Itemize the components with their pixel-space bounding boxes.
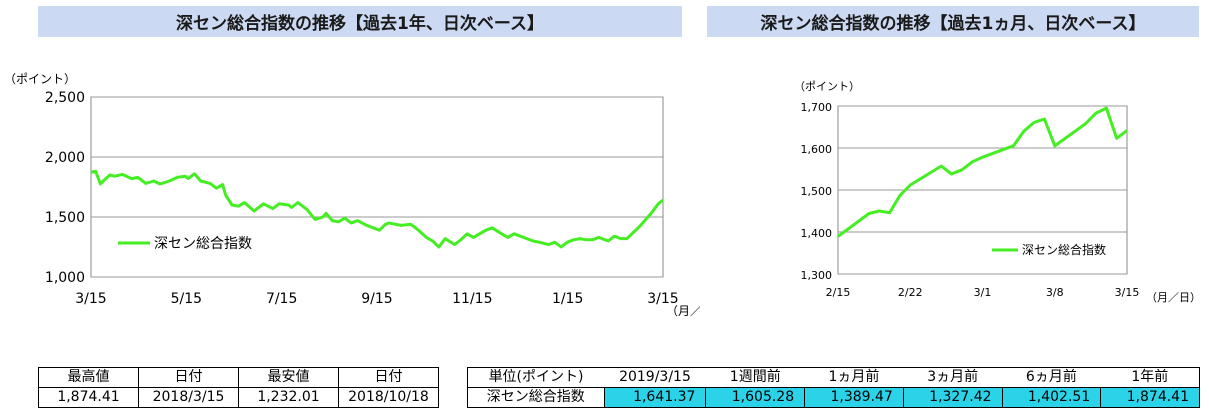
header-low: 最安値 xyxy=(238,367,339,388)
header-high-date: 日付 xyxy=(138,367,239,388)
value-1year: 1,874.41 xyxy=(1100,387,1200,408)
x-tick-label: 3/15 xyxy=(647,291,678,307)
x-tick-label: 7/15 xyxy=(266,291,297,307)
header-high: 最高値 xyxy=(38,367,139,388)
x-tick-label: 3/1 xyxy=(974,286,992,299)
x-tick-label: 2/22 xyxy=(898,286,923,299)
series-line xyxy=(90,169,664,249)
header-1week: 1週間前 xyxy=(705,367,805,388)
high-low-table: 最高値 日付 最安値 日付 1,874.41 2018/3/15 1,232.0… xyxy=(38,367,439,408)
y-axis-label: （ポイント） xyxy=(794,80,860,93)
value-low: 1,232.01 xyxy=(238,387,339,408)
value-1month: 1,389.47 xyxy=(804,387,904,408)
header-1month: 1ヵ月前 xyxy=(804,367,904,388)
header-low-date: 日付 xyxy=(338,367,439,388)
x-axis-label: （月／日） xyxy=(666,304,700,318)
x-tick-label: 3/15 xyxy=(1115,286,1140,299)
y-tick-label: 1,600 xyxy=(801,143,833,156)
value-high: 1,874.41 xyxy=(38,387,139,408)
performance-table: 単位(ポイント) 2019/3/15 1週間前 1ヵ月前 3ヵ月前 6ヵ月前 1… xyxy=(467,367,1200,408)
value-low-date: 2018/10/18 xyxy=(338,387,439,408)
y-tick-label: 2,500 xyxy=(45,90,85,106)
y-tick-label: 1,500 xyxy=(801,185,833,198)
legend-label: 深セン総合指数 xyxy=(154,236,252,252)
value-current: 1,641.37 xyxy=(603,387,707,408)
y-tick-label: 1,300 xyxy=(801,269,833,282)
y-tick-label: 1,700 xyxy=(801,101,833,114)
x-tick-label: 3/15 xyxy=(75,291,106,307)
x-tick-label: 1/15 xyxy=(552,291,583,307)
chart1-title: 深セン総合指数の推移【過去1年、日次ベース】 xyxy=(38,6,682,37)
row-label: 深セン総合指数 xyxy=(467,387,605,408)
legend-label: 深セン総合指数 xyxy=(1022,242,1106,257)
chart-one-month: （ポイント） （月／日） 1,300 1,400 1,500 1,600 1,700 2… xyxy=(794,80,1201,304)
x-tick-label: 9/15 xyxy=(361,291,392,307)
chart2-title: 深セン総合指数の推移【過去1ヵ月、日次ベース】 xyxy=(707,6,1199,37)
x-tick-label: 5/15 xyxy=(171,291,202,307)
chart-one-year: （ポイント） （月／日） 1,000 1,500 2,000 2,500 3/15 5/… xyxy=(4,72,700,318)
x-tick-label: 11/15 xyxy=(452,291,492,307)
header-1year: 1年前 xyxy=(1100,367,1200,388)
y-tick-label: 1,000 xyxy=(45,270,85,286)
series-line xyxy=(837,106,1128,238)
value-3month: 1,327.42 xyxy=(902,387,1003,408)
header-3month: 3ヵ月前 xyxy=(903,367,1003,388)
y-axis-label: （ポイント） xyxy=(4,72,76,86)
value-high-date: 2018/3/15 xyxy=(138,387,239,408)
x-tick-label: 3/8 xyxy=(1046,286,1064,299)
y-tick-label: 1,400 xyxy=(801,227,833,240)
header-6month: 6ヵ月前 xyxy=(1002,367,1101,388)
y-tick-label: 1,500 xyxy=(45,210,85,226)
x-axis-label: （月／日） xyxy=(1146,291,1201,304)
x-tick-label: 2/15 xyxy=(826,286,851,299)
value-1week: 1,605.28 xyxy=(705,387,806,408)
y-tick-label: 2,000 xyxy=(45,150,85,166)
header-current: 2019/3/15 xyxy=(604,367,706,388)
value-6month: 1,402.51 xyxy=(1001,387,1102,408)
unit-label: 単位(ポイント) xyxy=(467,367,605,388)
